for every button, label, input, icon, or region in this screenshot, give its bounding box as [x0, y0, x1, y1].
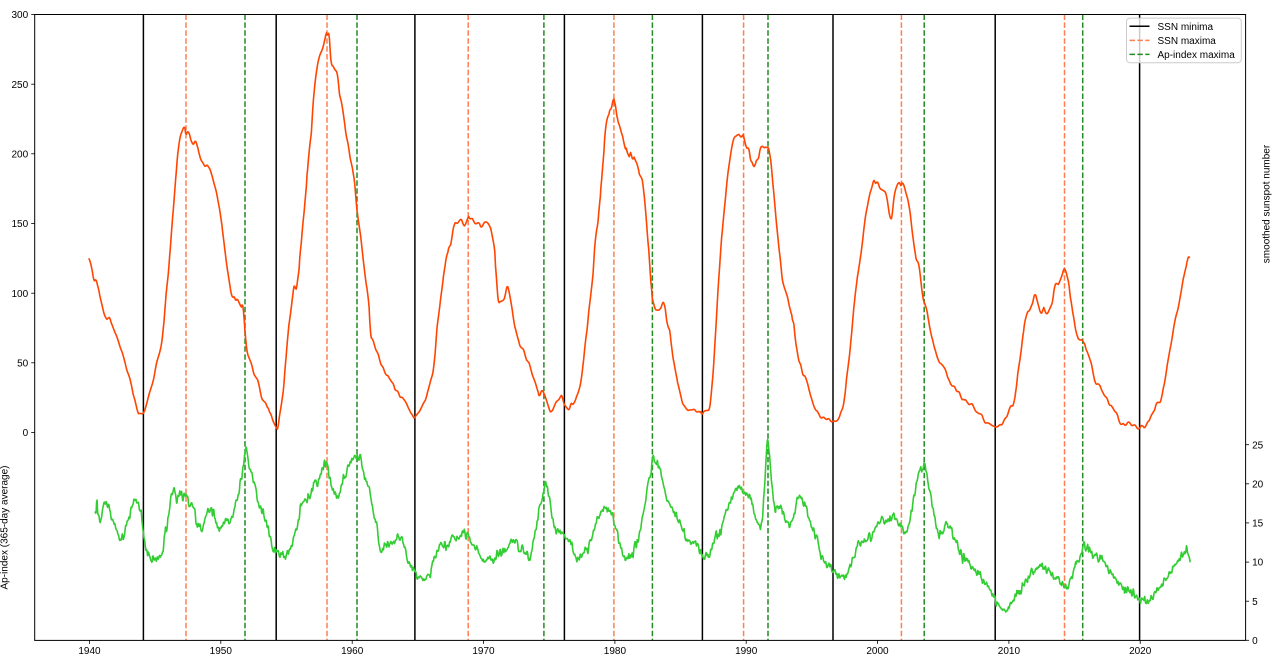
svg-text:100: 100 [12, 289, 29, 300]
svg-text:150: 150 [12, 219, 29, 230]
svg-text:SSN maxima: SSN maxima [1158, 36, 1217, 47]
svg-text:1960: 1960 [341, 646, 364, 657]
svg-text:2000: 2000 [866, 646, 889, 657]
svg-text:50: 50 [17, 358, 29, 369]
svg-text:10: 10 [1252, 558, 1264, 569]
svg-text:20: 20 [1252, 479, 1264, 490]
svg-text:1990: 1990 [735, 646, 758, 657]
svg-text:1980: 1980 [604, 646, 627, 657]
svg-text:0: 0 [1252, 636, 1258, 647]
svg-text:25: 25 [1252, 440, 1264, 451]
svg-text:Ap-index (365-day average): Ap-index (365-day average) [0, 466, 11, 590]
svg-text:2010: 2010 [998, 646, 1021, 657]
svg-text:Ap-index maxima: Ap-index maxima [1158, 50, 1236, 61]
svg-text:300: 300 [12, 10, 29, 21]
svg-text:200: 200 [12, 149, 29, 160]
svg-text:2020: 2020 [1129, 646, 1152, 657]
svg-text:15: 15 [1252, 519, 1264, 530]
svg-text:1970: 1970 [472, 646, 495, 657]
svg-text:1940: 1940 [78, 646, 101, 657]
svg-text:0: 0 [23, 428, 29, 439]
svg-text:smoothed sunspot number: smoothed sunspot number [1262, 144, 1273, 263]
svg-text:1950: 1950 [210, 646, 233, 657]
svg-text:250: 250 [12, 80, 29, 91]
svg-text:SSN minima: SSN minima [1158, 22, 1214, 33]
svg-text:5: 5 [1252, 597, 1258, 608]
